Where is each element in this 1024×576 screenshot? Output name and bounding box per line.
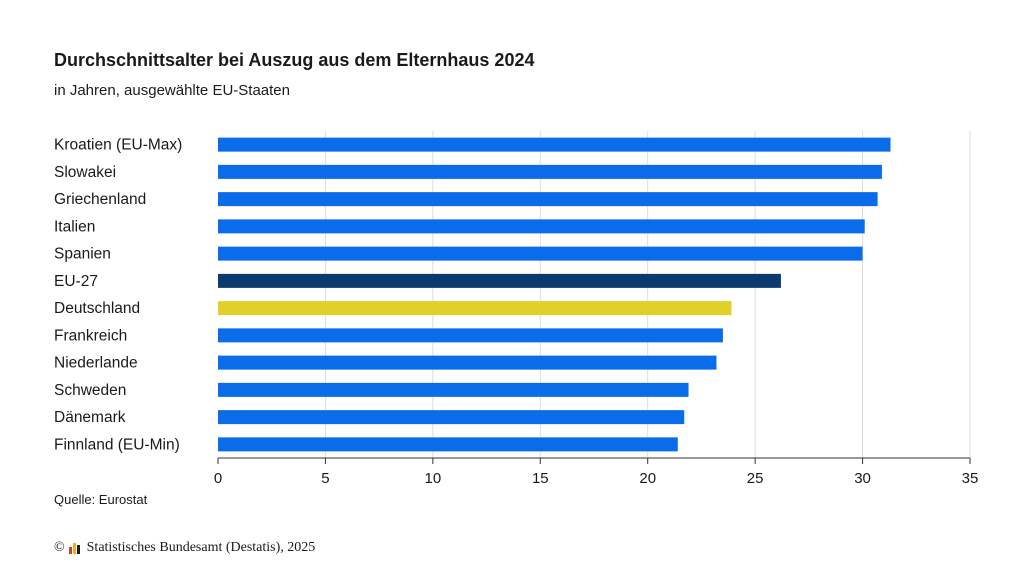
bar bbox=[218, 301, 732, 316]
x-tick-label: 30 bbox=[854, 470, 871, 487]
chart-title: Durchschnittsalter bei Auszug aus dem El… bbox=[54, 50, 535, 70]
category-label: Schweden bbox=[54, 382, 126, 399]
category-label: Italien bbox=[54, 218, 95, 235]
footer-text: Statistisches Bundesamt (Destatis), 2025 bbox=[86, 540, 316, 555]
bar bbox=[218, 437, 678, 452]
bar bbox=[218, 164, 882, 179]
x-tick-label: 25 bbox=[747, 470, 764, 487]
bar bbox=[218, 246, 863, 261]
category-label: Slowakei bbox=[54, 164, 116, 181]
bar bbox=[218, 355, 717, 370]
x-tick-label: 15 bbox=[532, 470, 549, 487]
bars bbox=[218, 137, 891, 452]
category-labels: Kroatien (EU-Max) Slowakei Griechenland Ita… bbox=[54, 137, 182, 454]
x-axis: 0 5 10 15 20 25 30 35 bbox=[214, 457, 979, 487]
bar bbox=[218, 382, 689, 397]
x-tick-label: 35 bbox=[962, 470, 979, 487]
category-label: Frankreich bbox=[54, 327, 127, 344]
destatis-logo-icon bbox=[68, 542, 80, 554]
source-note: Quelle: Eurostat bbox=[54, 492, 148, 507]
bar bbox=[218, 410, 685, 425]
category-label: Deutschland bbox=[54, 300, 140, 317]
category-label: Kroatien (EU-Max) bbox=[54, 137, 182, 154]
footer: © Statistisches Bundesamt (Destatis), 20… bbox=[54, 540, 315, 556]
bar bbox=[218, 137, 891, 152]
bar bbox=[218, 273, 781, 288]
category-label: Finnland (EU-Min) bbox=[54, 436, 180, 453]
bar bbox=[218, 328, 723, 343]
category-label: Griechenland bbox=[54, 191, 146, 208]
copyright-symbol: © bbox=[54, 540, 65, 555]
grid-lines bbox=[324, 131, 971, 458]
bar bbox=[218, 219, 865, 234]
x-tick-label: 5 bbox=[321, 470, 329, 487]
category-label: Niederlande bbox=[54, 355, 138, 372]
x-tick-label: 10 bbox=[425, 470, 442, 487]
x-tick-label: 0 bbox=[214, 470, 222, 487]
category-label: Spanien bbox=[54, 246, 111, 263]
chart-subtitle: in Jahren, ausgewählte EU-Staaten bbox=[54, 82, 290, 99]
x-tick-label: 20 bbox=[639, 470, 656, 487]
bar bbox=[218, 192, 878, 207]
category-label: EU-27 bbox=[54, 273, 98, 290]
category-label: Dänemark bbox=[54, 409, 126, 426]
